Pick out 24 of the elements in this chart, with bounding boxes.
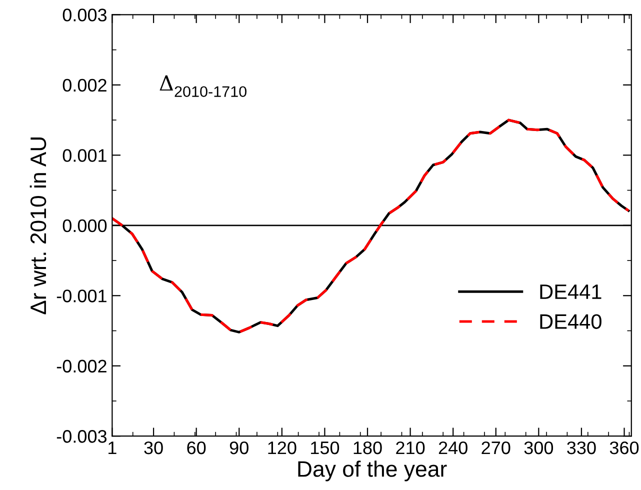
x-tick-label: 360	[610, 441, 639, 454]
x-tick-label: 270	[482, 441, 510, 454]
y-tick-label: 0.002	[62, 78, 106, 92]
y-tick-label: 0.003	[62, 8, 107, 22]
y-tick-label: 0.001	[62, 149, 106, 162]
y-tick-label: -0.003	[56, 430, 107, 443]
x-tick-label: 300	[524, 441, 554, 454]
x-tick-label: 330	[567, 441, 596, 454]
y-tick-label: -0.002	[56, 360, 106, 373]
x-tick-label: 60	[187, 441, 206, 454]
x-tick-label: 30	[144, 441, 163, 454]
x-axis-title: Day of the year	[298, 460, 447, 482]
x-tick-label: 120	[268, 441, 296, 454]
y-axis-title: Δr wrt. 2010 in AU	[30, 138, 46, 314]
x-tick-label: 240	[438, 441, 468, 454]
legend-label: DE441	[540, 284, 602, 299]
y-tick-label: 0.000	[62, 219, 107, 232]
legend-label: DE440	[540, 314, 602, 329]
x-tick-label: 1	[108, 442, 116, 454]
x-tick-label: 210	[396, 441, 425, 454]
x-tick-label: 150	[311, 441, 340, 454]
x-tick-label: 180	[354, 441, 382, 454]
y-tick-label: -0.001	[56, 290, 106, 302]
x-tick-label: 90	[230, 441, 248, 454]
